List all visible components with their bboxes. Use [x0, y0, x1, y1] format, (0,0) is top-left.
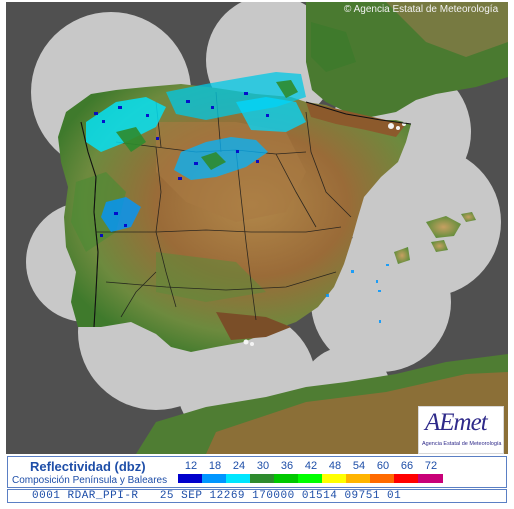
- legend-level-label: 66: [400, 460, 414, 472]
- status-text: 0001 RDAR_PPI-R 25 SEP 12269 170000 0151…: [32, 490, 402, 502]
- legend-color-swatch: [394, 474, 419, 483]
- legend-level-label: 72: [424, 460, 438, 472]
- legend-level-label: 60: [376, 460, 390, 472]
- logo-subtitle: Agencia Estatal de Meteorología: [422, 441, 502, 447]
- legend-color-swatch: [178, 474, 203, 483]
- legend-subtitle: Composición Península y Baleares: [12, 475, 168, 486]
- legend-color-swatch: [202, 474, 227, 483]
- aemet-logo: AEmet Agencia Estatal de Meteorología: [418, 406, 504, 454]
- legend-color-swatch: [322, 474, 347, 483]
- legend-level-label: 24: [232, 460, 246, 472]
- legend-color-swatch: [418, 474, 443, 483]
- legend-title: Reflectividad (dbz): [30, 459, 146, 474]
- legend-level-label: 18: [208, 460, 222, 472]
- legend-color-swatch: [226, 474, 251, 483]
- legend-color-swatch: [250, 474, 275, 483]
- legend-color-swatch: [274, 474, 299, 483]
- legend-level-label: 30: [256, 460, 270, 472]
- legend-level-label: 12: [184, 460, 198, 472]
- legend-level-label: 54: [352, 460, 366, 472]
- copyright-notice: © Agencia Estatal de Meteorología: [344, 4, 499, 15]
- legend-color-swatch: [298, 474, 323, 483]
- radar-echoes: [86, 72, 389, 323]
- national-border: [80, 101, 412, 328]
- logo-wordmark: AEmet: [425, 409, 488, 436]
- legend-level-label: 48: [328, 460, 342, 472]
- balearic-islands: [394, 212, 476, 264]
- reflectivity-legend: Reflectividad (dbz) Composición Penínsul…: [7, 456, 507, 488]
- status-bar: 0001 RDAR_PPI-R 25 SEP 12269 170000 0151…: [7, 489, 507, 503]
- legend-level-label: 36: [280, 460, 294, 472]
- legend-level-label: 42: [304, 460, 318, 472]
- legend-color-swatch: [370, 474, 395, 483]
- legend-color-swatch: [346, 474, 371, 483]
- radar-map: [6, 2, 508, 454]
- snow-caps: [243, 122, 406, 346]
